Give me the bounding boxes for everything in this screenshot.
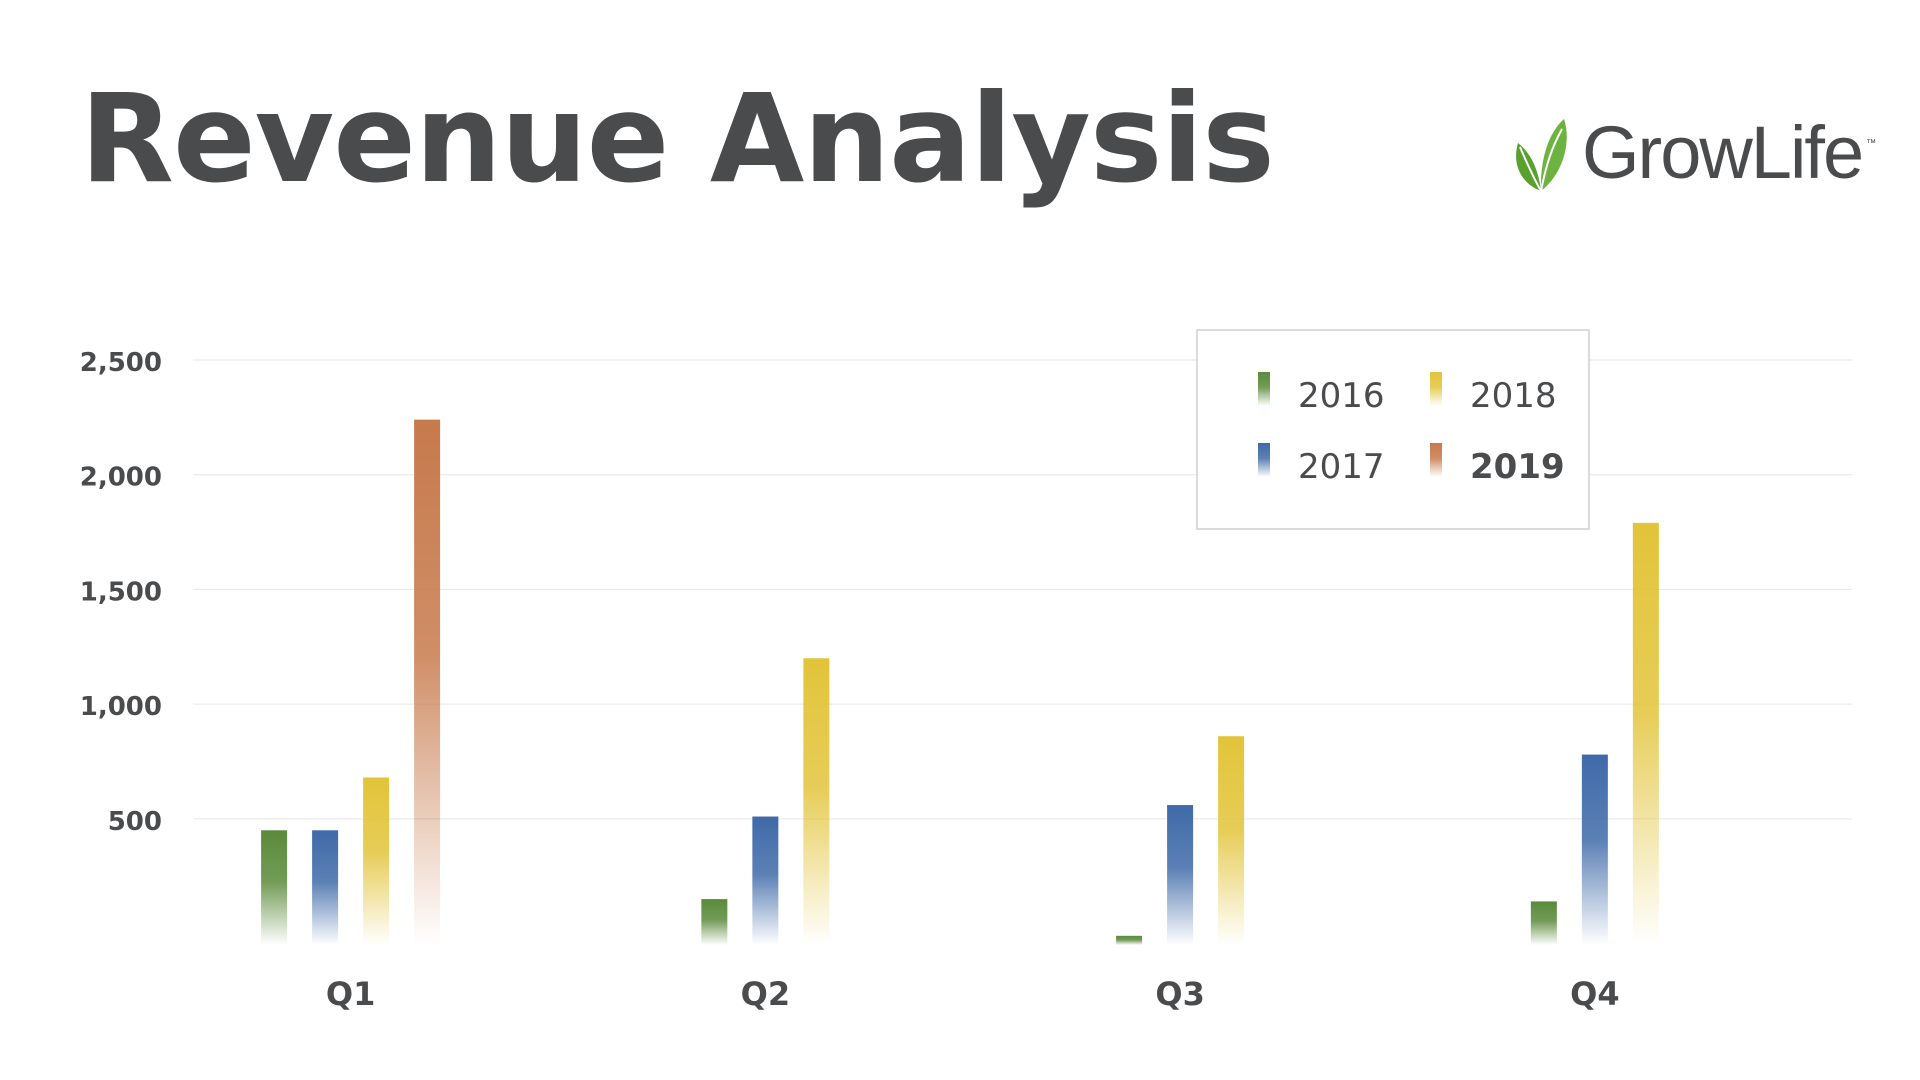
x-tick-label: Q4 <box>1570 975 1619 1013</box>
bars <box>261 419 1659 945</box>
bar-2016-Q1 <box>261 830 288 945</box>
y-tick-label: 2,000 <box>80 463 162 493</box>
bar-2018-Q3 <box>1218 736 1245 945</box>
brand-logo: GrowLife ™ <box>1510 108 1876 198</box>
bar-2016-Q2 <box>701 899 728 945</box>
legend: 2016 2017 2018 2019 <box>1196 329 1590 530</box>
bar-2016-Q3 <box>1116 935 1143 945</box>
leaf-icon <box>1516 119 1567 192</box>
page-title: Revenue Analysis <box>80 68 1275 210</box>
x-tick-label: Q1 <box>326 975 375 1013</box>
bar-2018-Q4 <box>1632 522 1659 945</box>
bar-2017-Q3 <box>1167 805 1194 945</box>
legend-box <box>1196 329 1590 530</box>
legend-label-2019: 2019 <box>1470 447 1565 487</box>
y-axis-ticks: 500 1,000 1,500 2,000 2,500 <box>80 348 162 837</box>
brand-name: GrowLife <box>1582 111 1864 194</box>
legend-label-2016: 2016 <box>1298 376 1385 416</box>
legend-swatch-2019 <box>1430 443 1442 477</box>
legend-label-2018: 2018 <box>1470 376 1557 416</box>
x-tick-label: Q2 <box>741 975 790 1013</box>
bar-2017-Q4 <box>1581 754 1608 945</box>
legend-label-2017: 2017 <box>1298 447 1385 487</box>
bar-2019-Q1 <box>414 419 441 945</box>
gridlines <box>193 359 1852 820</box>
y-tick-label: 1,500 <box>80 577 162 607</box>
y-tick-label: 500 <box>108 807 162 837</box>
legend-swatch-2017 <box>1258 443 1270 477</box>
bar-2018-Q2 <box>803 658 830 945</box>
y-tick-label: 1,000 <box>80 692 162 722</box>
x-tick-label: Q3 <box>1155 975 1204 1013</box>
y-tick-label: 2,500 <box>80 348 162 378</box>
legend-swatch-2018 <box>1430 372 1442 406</box>
bar-2017-Q1 <box>312 830 339 945</box>
bar-2017-Q2 <box>752 816 779 945</box>
legend-swatch-2016 <box>1258 372 1270 406</box>
x-axis-ticks: Q1 Q2 Q3 Q4 <box>326 975 1620 1013</box>
bar-2016-Q4 <box>1530 901 1557 945</box>
bar-2018-Q1 <box>363 777 390 945</box>
brand-trademark: ™ <box>1866 138 1877 149</box>
